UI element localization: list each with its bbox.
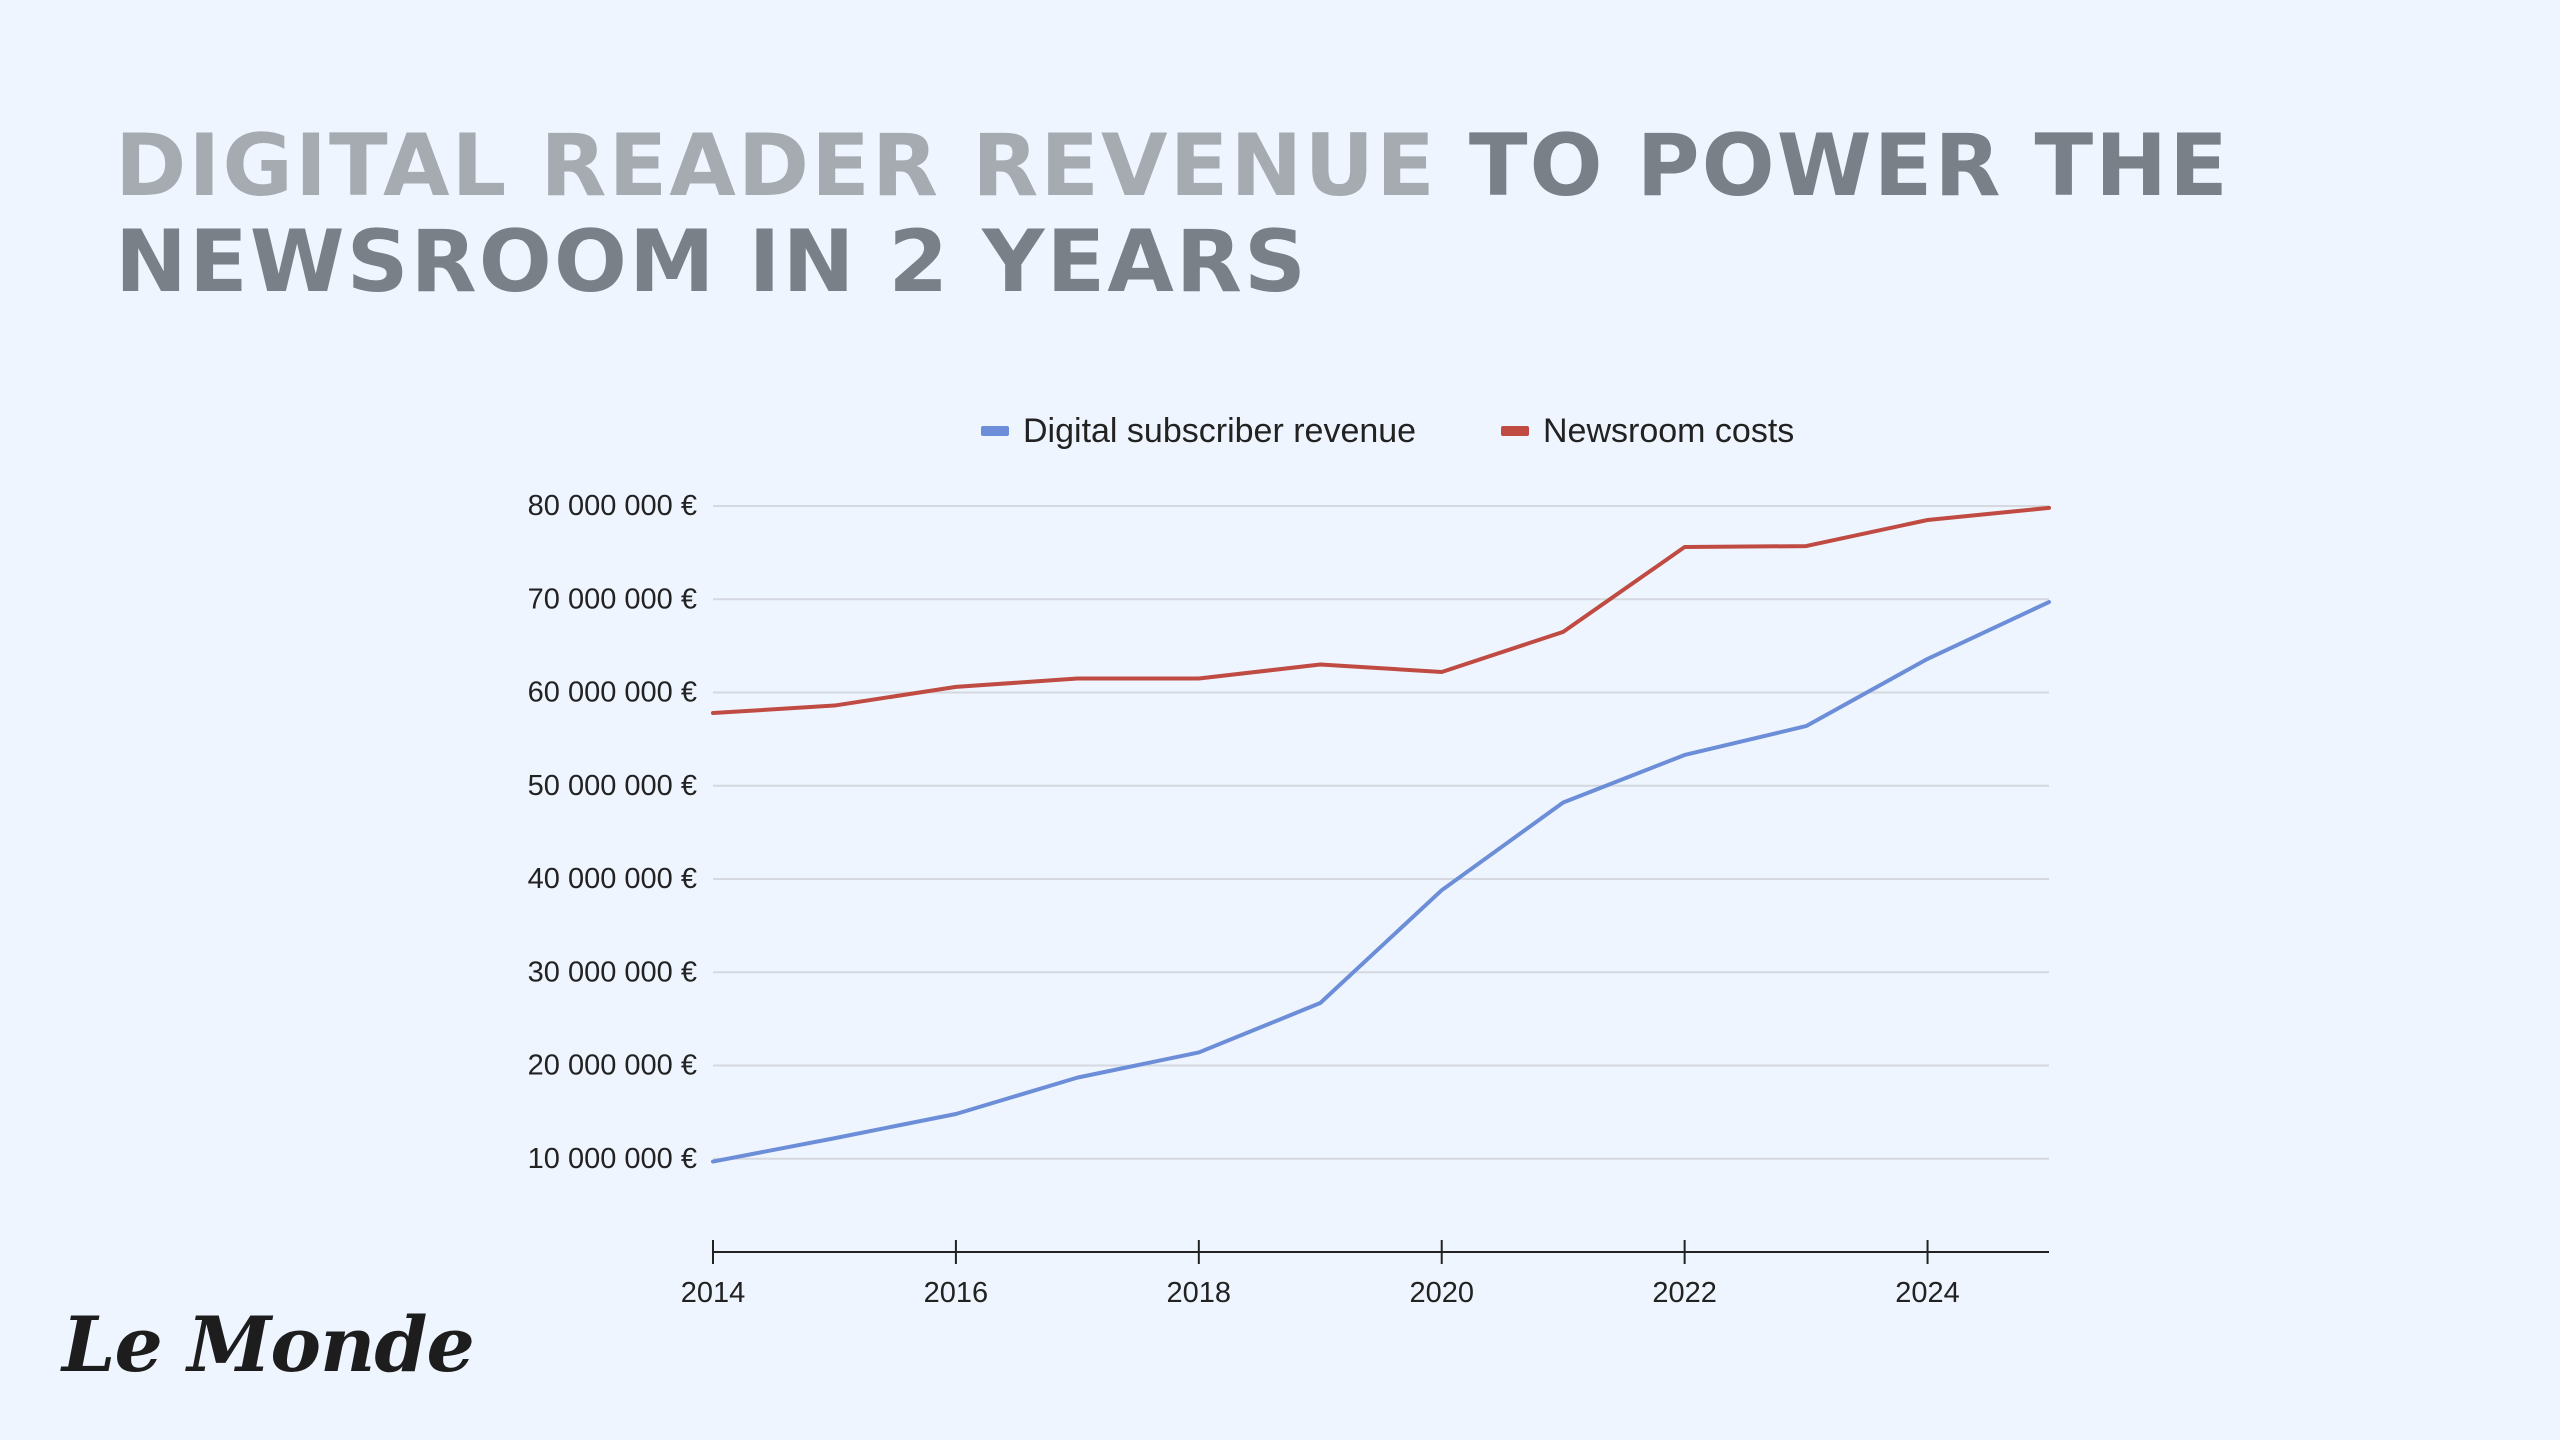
x-tick-label: 2020 xyxy=(1409,1277,1474,1309)
x-tick-label: 2024 xyxy=(1895,1277,1960,1309)
x-tick-label: 2018 xyxy=(1167,1277,1232,1309)
series-line xyxy=(711,505,2051,716)
y-tick-label: 10 000 000 € xyxy=(528,1143,697,1175)
legend: Digital subscriber revenue Newsroom costs xyxy=(981,412,1794,450)
slide-title: DIGITAL READER REVENUE TO POWER THE NEWS… xyxy=(115,118,2475,310)
y-tick-label: 70 000 000 € xyxy=(528,583,697,615)
title-rest: TO POWER THE NEWSROOM IN 2 YEARS xyxy=(115,116,2230,312)
y-tick-label: 30 000 000 € xyxy=(528,956,697,988)
y-tick-label: 60 000 000 € xyxy=(528,677,697,709)
y-tick-label: 40 000 000 € xyxy=(528,863,697,895)
legend-label: Digital subscriber revenue xyxy=(1023,412,1416,450)
legend-label: Newsroom costs xyxy=(1543,412,1794,450)
x-tick-label: 2014 xyxy=(681,1277,746,1309)
legend-swatch xyxy=(1501,426,1529,436)
x-tick-label: 2022 xyxy=(1652,1277,1717,1309)
le-monde-logo: Le Monde xyxy=(62,1300,475,1389)
y-tick-label: 50 000 000 € xyxy=(528,770,697,802)
y-tick-label: 80 000 000 € xyxy=(528,490,697,522)
y-tick-label: 20 000 000 € xyxy=(528,1050,697,1082)
legend-swatch xyxy=(981,426,1009,436)
series-line xyxy=(711,600,2051,1164)
x-tick-label: 2016 xyxy=(924,1277,989,1309)
title-highlight: DIGITAL READER REVENUE xyxy=(115,116,1437,216)
